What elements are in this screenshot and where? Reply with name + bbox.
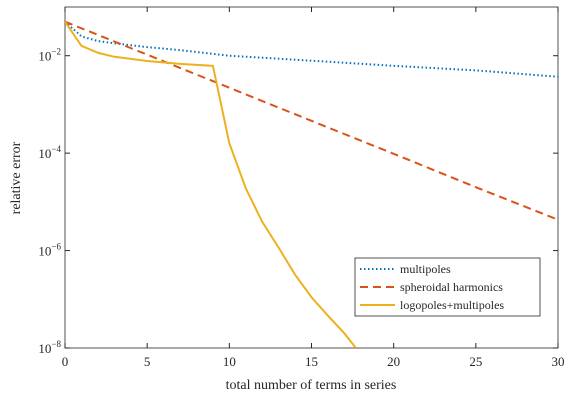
legend-label: spheroidal harmonics	[400, 280, 503, 294]
plot-area	[65, 20, 558, 348]
y-tick-label: 10−6	[38, 242, 61, 259]
y-tick-label: 10−2	[38, 47, 61, 64]
x-axis-label: total number of terms in series	[226, 378, 397, 393]
series-line	[65, 21, 357, 348]
legend-label: multipoles	[400, 262, 451, 276]
x-tick-label: 5	[144, 354, 151, 369]
x-tick-label: 0	[62, 354, 69, 369]
legend	[354, 257, 541, 317]
x-tick-label: 20	[387, 354, 400, 369]
x-tick-label: 15	[305, 354, 318, 369]
y-tick-label: 10−8	[38, 339, 61, 356]
legend-label: logopoles+multipoles	[400, 298, 504, 312]
y-axis-label: relative error	[9, 141, 24, 214]
x-tick-label: 30	[552, 354, 565, 369]
x-tick-label: 25	[469, 354, 482, 369]
series-line	[65, 20, 558, 78]
x-tick-label: 10	[223, 354, 236, 369]
series-line	[65, 20, 558, 221]
y-tick-label: 10−4	[38, 144, 61, 161]
